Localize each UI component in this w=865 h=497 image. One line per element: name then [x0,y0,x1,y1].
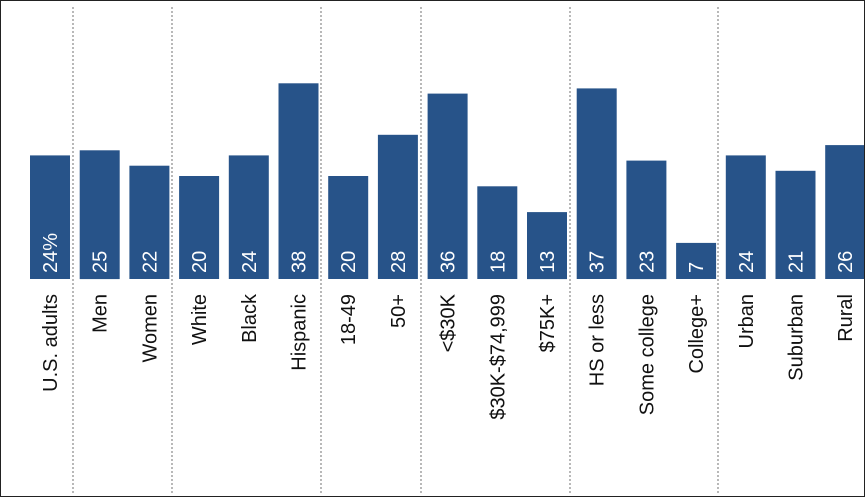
category-label: Suburban [786,294,808,381]
bar [527,212,567,280]
bar [328,176,369,279]
bar-value-label: 21 [786,251,808,273]
category-label: White [189,294,211,345]
category-label: 18-49 [338,294,360,345]
bar-value-label: 22 [139,251,161,273]
category-label: $30K-$74,999 [487,294,509,420]
category-label: HS or less [587,294,609,386]
bar-value-label: 13 [537,251,559,273]
category-label: Women [139,294,161,363]
bar [725,155,766,279]
bar-value-label: 26 [835,251,857,273]
bar-value-label: 18 [487,251,509,273]
bar [676,242,717,279]
bar [377,134,418,279]
bar [129,165,170,279]
category-label: $75K+ [537,294,559,352]
bar-value-label: 20 [338,251,360,273]
bar [427,93,468,279]
bar [30,155,70,279]
category-label: Urban [736,294,758,348]
bar-value-label: 7 [686,262,708,273]
bar [278,83,319,279]
bar-value-label: 20 [189,251,211,273]
bar-value-label: 38 [289,251,311,273]
bar-value-label: 28 [388,251,410,273]
category-label: Hispanic [289,294,311,371]
category-label: U.S. adults [40,294,62,392]
bar-value-label: 36 [438,251,460,273]
category-label: Rural [835,294,857,342]
category-label: College+ [686,294,708,374]
bar [79,150,120,280]
category-label: Some college [636,294,658,415]
bar-value-label: 24 [736,251,758,273]
bar [626,160,667,280]
bar [477,186,518,279]
category-label: Men [90,294,112,333]
bar-value-label: 24% [40,233,62,273]
category-label: 50+ [388,294,410,328]
bar [228,155,269,279]
category-label: Black [239,293,261,343]
bar-value-label: 23 [636,251,658,273]
bar [179,176,220,279]
bar-value-label: 25 [90,251,112,273]
bar [576,88,617,280]
bar-value-label: 24 [239,251,261,273]
category-label: <$30K [438,293,460,352]
bar-value-label: 37 [587,251,609,273]
bar [775,170,816,279]
bar [825,145,864,279]
